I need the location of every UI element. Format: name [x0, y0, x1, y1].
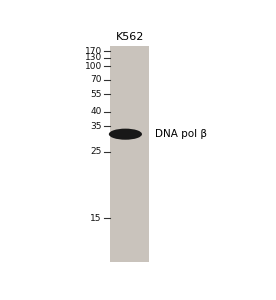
Text: 35: 35: [90, 122, 102, 130]
Ellipse shape: [109, 129, 142, 140]
Text: 40: 40: [91, 107, 102, 116]
Text: 130: 130: [85, 53, 102, 62]
Text: K562: K562: [115, 32, 144, 42]
Bar: [110, 46, 149, 262]
Text: 55: 55: [90, 90, 102, 99]
Text: 25: 25: [91, 147, 102, 156]
Text: 15: 15: [90, 214, 102, 223]
Text: 170: 170: [85, 46, 102, 56]
Text: DNA pol β: DNA pol β: [155, 129, 207, 139]
Text: 100: 100: [85, 62, 102, 71]
Text: 70: 70: [90, 75, 102, 84]
